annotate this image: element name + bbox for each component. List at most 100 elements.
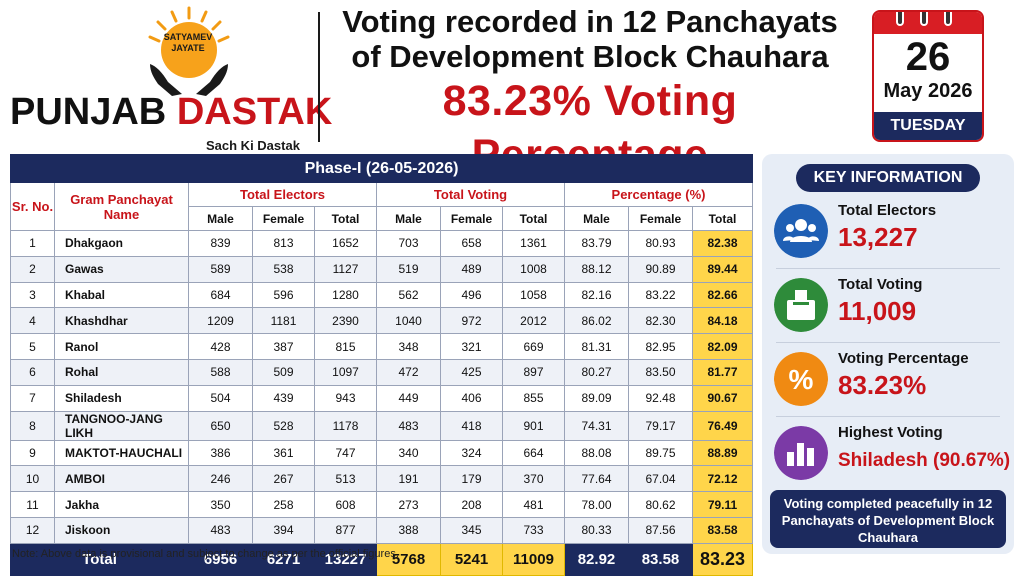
results-table-wrapper: Phase-I (26-05-2026) Sr. No. Gram Pancha… <box>10 154 753 576</box>
voting-female-cell: 345 <box>440 516 503 544</box>
pct-female-cell: 80.62 <box>628 491 693 518</box>
voting-total-cell: 855 <box>502 384 565 412</box>
pct-male-cell: 82.16 <box>564 281 629 309</box>
electors-female-cell: 596 <box>252 281 315 309</box>
pct-female-cell: 67.04 <box>628 465 693 493</box>
voting-total-cell: 1361 <box>502 230 565 257</box>
pct-female-cell: 83.22 <box>628 281 693 309</box>
table-row: 3 Khabal 684 596 1280 562 496 1058 82.16 83.22 82.… <box>10 281 753 309</box>
electors-male-cell: 504 <box>188 384 253 412</box>
voting-male-cell: 449 <box>376 384 441 412</box>
voting-male-cell: 483 <box>376 410 441 441</box>
pct-female-cell: 90.89 <box>628 255 693 283</box>
electors-male-cell: 350 <box>188 491 253 518</box>
pct-total-cell: 82.66 <box>692 281 753 309</box>
key-value-voting-percentage: 83.23% <box>838 370 927 400</box>
table-row: 2 Gawas 589 538 1127 519 489 1008 88.12 90.89 89.4… <box>10 255 753 283</box>
voting-female-cell: 425 <box>440 358 503 386</box>
voting-male-cell: 340 <box>376 439 441 467</box>
calendar-ring-icon <box>944 12 952 26</box>
pct-total-cell: 83.58 <box>692 516 753 544</box>
voting-total-header: Total <box>502 206 565 231</box>
total-label: Total <box>10 542 189 576</box>
electors-female-cell: 509 <box>252 358 315 386</box>
voting-total-cell: 370 <box>502 465 565 493</box>
results-table: Phase-I (26-05-2026) Sr. No. Gram Pancha… <box>10 154 753 576</box>
headline: Voting recorded in 12 Panchayats of Deve… <box>326 4 854 182</box>
electors-female-cell: 267 <box>252 465 315 493</box>
voting-male-header: Male <box>376 206 441 231</box>
electors-total-cell: 1097 <box>314 358 377 386</box>
table-row: 1 Dhakgaon 839 813 1652 703 658 1361 83.79 80.93 8… <box>10 230 753 257</box>
electors-male-cell: 386 <box>188 439 253 467</box>
voting-male-cell: 1040 <box>376 307 441 335</box>
total-electors-header: Total Electors <box>188 182 377 207</box>
voting-total-cell: 901 <box>502 410 565 441</box>
voting-total-cell: 664 <box>502 439 565 467</box>
pct-male-cell: 78.00 <box>564 491 629 518</box>
voting-male-cell: 191 <box>376 465 441 493</box>
voting-male-cell: 348 <box>376 333 441 360</box>
calendar-ring-icon <box>896 12 904 26</box>
panchayat-name-cell: Gawas <box>54 255 189 283</box>
panchayat-name-cell: Rohal <box>54 358 189 386</box>
key-item-total-electors: Total Electors 13,227 <box>774 198 1010 264</box>
voting-male-cell: 472 <box>376 358 441 386</box>
pct-female-cell: 79.17 <box>628 410 693 441</box>
pct-male-cell: 74.31 <box>564 410 629 441</box>
brand-part2: DASTAK <box>176 91 333 133</box>
table-row: 5 Ranol 428 387 815 348 321 669 81.31 82.95 82.09 <box>10 333 753 360</box>
key-item-voting-percentage: % Voting Percentage 83.23% <box>774 346 1010 412</box>
pct-male-cell: 88.12 <box>564 255 629 283</box>
total-pct-male: 82.92 <box>564 542 629 576</box>
voting-male-cell: 388 <box>376 516 441 544</box>
pct-female-cell: 82.95 <box>628 333 693 360</box>
table-row: 6 Rohal 588 509 1097 472 425 897 80.27 83.50 81.77 <box>10 358 753 386</box>
key-separator <box>776 268 1000 269</box>
panchayat-name-cell: Shiladesh <box>54 384 189 412</box>
total-electors-male: 6956 <box>188 542 253 576</box>
pct-male-cell: 88.08 <box>564 439 629 467</box>
electors-total-cell: 513 <box>314 465 377 493</box>
pct-male-cell: 83.79 <box>564 230 629 257</box>
pct-female-cell: 92.48 <box>628 384 693 412</box>
calendar-ring-icon <box>920 12 928 26</box>
electors-total-cell: 943 <box>314 384 377 412</box>
electors-male-cell: 483 <box>188 516 253 544</box>
voting-male-cell: 273 <box>376 491 441 518</box>
electors-male-cell: 246 <box>188 465 253 493</box>
key-value-total-voting: 11,009 <box>838 296 917 326</box>
voting-total-cell: 2012 <box>502 307 565 335</box>
table-row: 11 Jakha 350 258 608 273 208 481 78.00 80.62 79.11 <box>10 491 753 518</box>
bar-chart-icon <box>774 426 828 480</box>
key-label-total-electors: Total Electors <box>838 202 937 219</box>
electors-male-cell: 589 <box>188 255 253 283</box>
electors-total-header: Total <box>314 206 377 231</box>
electors-female-cell: 394 <box>252 516 315 544</box>
table-row: 12 Jiskoon 483 394 877 388 345 733 80.33 87.56 83.… <box>10 516 753 544</box>
voting-female-header: Female <box>440 206 503 231</box>
pct-female-header: Female <box>628 206 693 231</box>
sr-no-cell: 1 <box>10 230 55 257</box>
pct-female-cell: 87.56 <box>628 516 693 544</box>
sr-no-cell: 6 <box>10 358 55 386</box>
pct-total-header: Total <box>692 206 753 231</box>
panchayat-name-cell: Dhakgaon <box>54 230 189 257</box>
sr-no-cell: 12 <box>10 516 55 544</box>
pct-total-cell: 72.12 <box>692 465 753 493</box>
electors-total-cell: 2390 <box>314 307 377 335</box>
logo: SATYAMEV JAYATE PUNJAB DASTAK Sach Ki Da… <box>10 6 332 153</box>
panchayat-name-cell: AMBOI <box>54 465 189 493</box>
pct-total-cell: 82.38 <box>692 230 753 257</box>
calendar-day: 26 <box>905 35 951 79</box>
pct-male-cell: 80.33 <box>564 516 629 544</box>
electors-male-cell: 588 <box>188 358 253 386</box>
pct-female-cell: 82.30 <box>628 307 693 335</box>
sun-hands-emblem-icon <box>148 6 230 96</box>
brand-part1: PUNJAB <box>10 91 167 133</box>
voting-female-cell: 418 <box>440 410 503 441</box>
key-separator <box>776 416 1000 417</box>
table-row: 8 TANGNOO-JANG LIKH 650 528 1178 483 418 901 74.… <box>10 410 753 441</box>
total-voting-female: 5241 <box>440 542 503 576</box>
